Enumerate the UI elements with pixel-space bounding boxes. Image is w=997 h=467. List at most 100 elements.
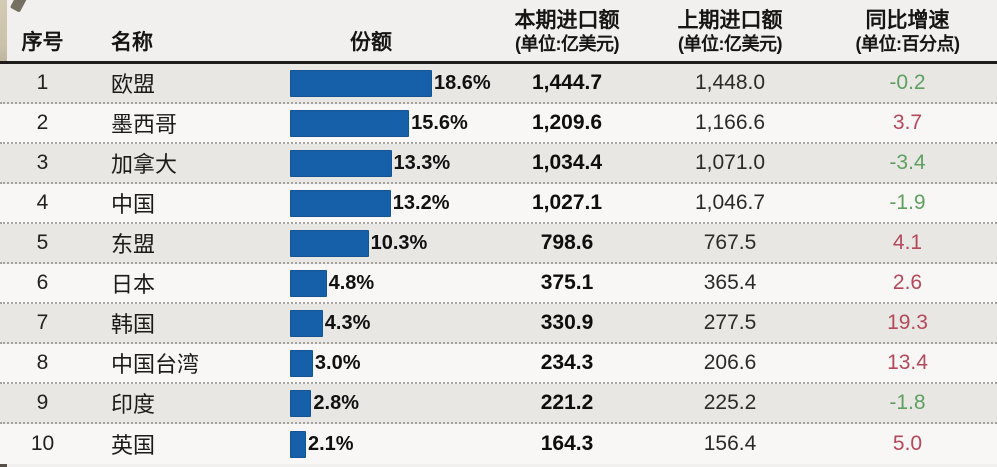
table-row: 6 日本 4.8% 375.1 365.4 2.6 <box>0 264 997 304</box>
header-share: 份额 <box>350 31 392 55</box>
header-growth: 同比增速 (单位:百分点) <box>818 8 997 61</box>
growth-value: -1.9 <box>889 191 926 214</box>
previous-value: 1,448.0 <box>694 71 766 94</box>
row-name: 加拿大 <box>111 152 178 177</box>
growth-value: 5.0 <box>892 432 923 455</box>
header-growth-unit: (单位:百分点) <box>855 34 960 55</box>
current-value: 1,027.1 <box>531 191 603 214</box>
header-name: 名称 <box>111 31 153 55</box>
share-cell: 13.2% <box>280 189 492 217</box>
row-name: 中国台湾 <box>111 352 200 377</box>
share-label: 15.6% <box>411 111 468 134</box>
share-label: 2.8% <box>313 391 359 414</box>
row-name: 中国 <box>111 192 156 217</box>
current-value: 164.3 <box>540 432 594 455</box>
previous-value: 225.2 <box>703 391 757 414</box>
table-row: 4 中国 13.2% 1,027.1 1,046.7 -1.9 <box>0 184 997 224</box>
header-growth-label: 同比增速 <box>865 9 950 33</box>
growth-value: 13.4 <box>887 351 928 374</box>
share-cell: 2.8% <box>280 389 492 417</box>
share-bar <box>290 229 369 257</box>
row-index: 9 <box>36 391 49 414</box>
growth-value: 3.7 <box>892 111 923 134</box>
share-label: 18.6% <box>434 71 491 94</box>
share-bar <box>290 309 323 337</box>
row-name: 欧盟 <box>111 72 156 97</box>
previous-value: 277.5 <box>703 311 757 334</box>
row-index: 6 <box>36 271 49 294</box>
row-index: 2 <box>36 111 49 134</box>
row-name: 韩国 <box>111 312 156 337</box>
row-name: 印度 <box>111 392 156 417</box>
table-row: 2 墨西哥 15.6% 1,209.6 1,166.6 3.7 <box>0 104 997 144</box>
share-bar <box>290 69 432 97</box>
share-label: 4.3% <box>324 311 371 334</box>
current-value: 1,209.6 <box>531 111 603 134</box>
share-cell: 3.0% <box>280 349 492 377</box>
current-value: 1,444.7 <box>531 71 603 94</box>
table-row: 3 加拿大 13.3% 1,034.4 1,071.0 -3.4 <box>0 144 997 184</box>
share-cell: 10.3% <box>280 229 492 257</box>
share-label: 2.1% <box>308 432 354 455</box>
current-value: 234.3 <box>540 351 594 374</box>
table-body: 1 欧盟 18.6% 1,444.7 1,448.0 -0.2 2 墨西哥 15… <box>0 64 997 464</box>
header-previous-label: 上期进口额 <box>677 9 783 33</box>
header-previous-unit: (单位:亿美元) <box>678 34 782 55</box>
growth-value: -3.4 <box>889 151 926 174</box>
share-cell: 4.8% <box>280 269 492 297</box>
table-row: 1 欧盟 18.6% 1,444.7 1,448.0 -0.2 <box>0 64 997 104</box>
previous-value: 1,046.7 <box>694 191 766 214</box>
header-previous-import: 上期进口额 (单位:亿美元) <box>642 8 818 61</box>
header-current-import: 本期进口额 (单位:亿美元) <box>492 8 642 61</box>
row-index: 4 <box>36 191 49 214</box>
current-value: 798.6 <box>540 231 594 254</box>
header-current-label: 本期进口额 <box>514 9 620 33</box>
table-row: 10 英国 2.1% 164.3 156.4 5.0 <box>0 424 997 464</box>
share-cell: 13.3% <box>280 149 492 177</box>
share-bar <box>290 430 306 458</box>
share-label: 13.3% <box>393 151 451 174</box>
share-bar <box>290 349 313 377</box>
row-index: 10 <box>30 432 55 455</box>
share-bar <box>290 269 327 297</box>
share-bar <box>290 149 392 177</box>
previous-value: 206.6 <box>703 351 757 374</box>
row-name: 日本 <box>111 272 156 297</box>
share-label: 13.2% <box>392 191 450 214</box>
row-index: 1 <box>36 71 49 94</box>
header-index: 序号 <box>21 31 64 55</box>
previous-value: 767.5 <box>703 231 757 254</box>
row-index: 7 <box>36 311 49 334</box>
row-index: 8 <box>36 351 49 374</box>
previous-value: 1,071.0 <box>694 151 766 174</box>
growth-value: -0.2 <box>889 71 926 94</box>
share-cell: 4.3% <box>280 309 492 337</box>
share-label: 4.8% <box>328 271 375 294</box>
row-name: 东盟 <box>111 232 156 257</box>
previous-value: 156.4 <box>703 432 757 455</box>
current-value: 1,034.4 <box>531 151 603 174</box>
growth-value: 19.3 <box>887 311 928 334</box>
table-row: 5 东盟 10.3% 798.6 767.5 4.1 <box>0 224 997 264</box>
row-index: 3 <box>36 151 49 174</box>
share-bar <box>290 109 410 137</box>
share-cell: 15.6% <box>280 109 492 137</box>
share-label: 10.3% <box>370 231 428 254</box>
row-index: 5 <box>36 231 49 254</box>
header-current-unit: (单位:亿美元) <box>515 34 619 55</box>
current-value: 330.9 <box>540 311 594 334</box>
share-bar <box>290 189 391 217</box>
share-cell: 18.6% <box>280 69 492 97</box>
current-value: 375.1 <box>540 271 594 294</box>
table-row: 9 印度 2.8% 221.2 225.2 -1.8 <box>0 384 997 424</box>
row-name: 墨西哥 <box>111 112 178 137</box>
current-value: 221.2 <box>540 391 594 414</box>
growth-value: 4.1 <box>892 231 923 254</box>
row-name: 英国 <box>111 433 156 458</box>
share-cell: 2.1% <box>280 430 492 458</box>
growth-value: -1.8 <box>889 391 926 414</box>
table-row: 7 韩国 4.3% 330.9 277.5 19.3 <box>0 304 997 344</box>
previous-value: 365.4 <box>703 271 757 294</box>
table-header-row: 序号 名称 份额 本期进口额 (单位:亿美元) 上期进口额 (单位:亿美元) 同… <box>0 0 997 64</box>
